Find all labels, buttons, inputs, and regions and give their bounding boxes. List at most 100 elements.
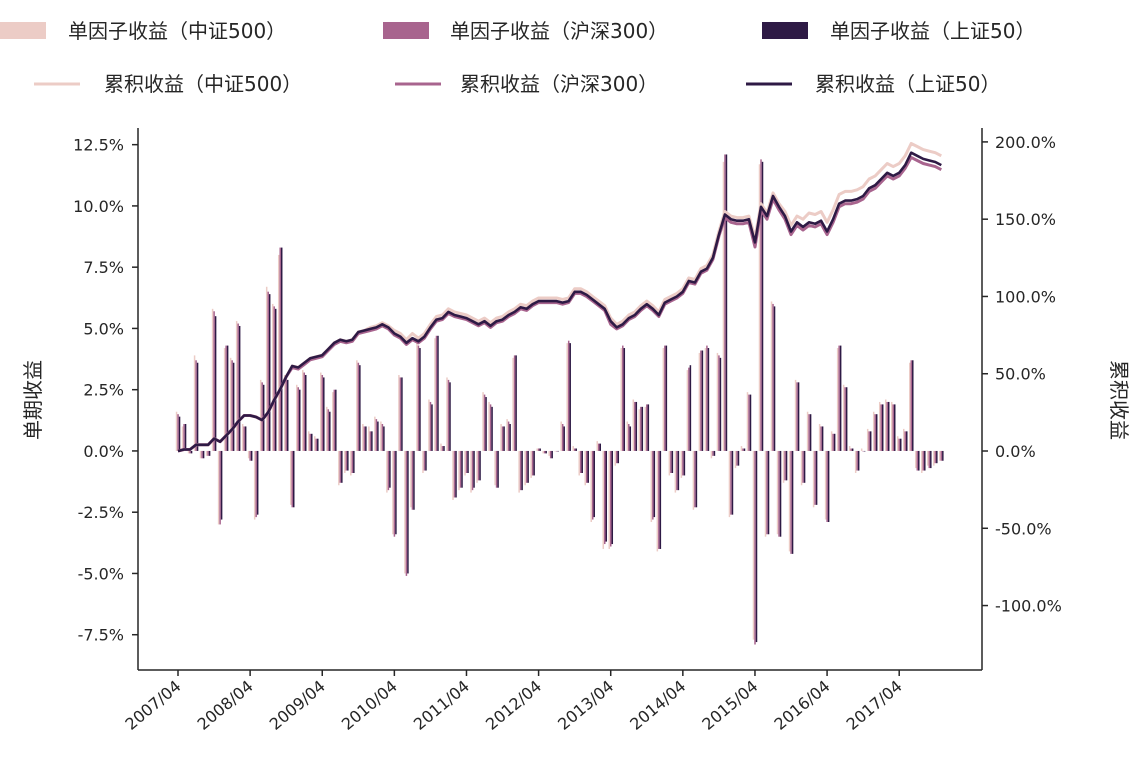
bar xyxy=(848,446,851,451)
bar xyxy=(183,423,185,451)
bar xyxy=(437,335,439,451)
right-axis-ticks: 200.0% 150.0% 100.0% 50.0% 0.0% -50.0% -100.0% xyxy=(982,133,1062,616)
bar xyxy=(232,362,235,451)
bar xyxy=(238,325,241,451)
bar xyxy=(329,411,331,451)
bar xyxy=(904,431,907,451)
bar xyxy=(279,247,281,451)
bar xyxy=(872,411,875,451)
bar xyxy=(365,426,367,451)
bar xyxy=(596,441,598,451)
legend-item[interactable]: 单因子收益（上证50） xyxy=(762,19,1035,43)
bar xyxy=(506,419,508,451)
tick-label: 0.0% xyxy=(995,442,1036,461)
bar xyxy=(922,450,925,471)
bar xyxy=(356,360,358,451)
bar xyxy=(387,450,390,491)
tick-label: 7.5% xyxy=(83,258,124,277)
bar xyxy=(422,450,424,473)
bar xyxy=(459,450,462,488)
bar xyxy=(429,401,432,451)
bar xyxy=(471,450,474,491)
legend-item[interactable]: 单因子收益（中证500） xyxy=(0,19,286,43)
bar xyxy=(650,450,653,523)
bar xyxy=(345,450,348,471)
bar xyxy=(688,367,690,451)
right-axis-label: 累积收益 xyxy=(1107,360,1131,440)
bar xyxy=(244,426,247,451)
bar xyxy=(698,352,701,451)
legend-item[interactable]: 累积收益（上证50） xyxy=(746,72,1000,96)
bar xyxy=(833,433,836,451)
bar xyxy=(712,450,714,456)
bar xyxy=(259,379,262,451)
bar xyxy=(315,438,318,451)
legend-label: 累积收益（中证500） xyxy=(104,72,302,96)
bar xyxy=(196,362,199,451)
tick-label: 12.5% xyxy=(73,136,124,155)
bar xyxy=(788,450,791,552)
bar xyxy=(380,421,382,451)
bar xyxy=(880,404,882,451)
bar xyxy=(405,450,408,576)
bar xyxy=(308,431,310,451)
bar xyxy=(659,450,662,549)
bar xyxy=(539,448,541,451)
bar xyxy=(202,450,205,459)
bar xyxy=(479,450,481,481)
bar xyxy=(286,379,289,451)
bar xyxy=(629,426,632,451)
bar xyxy=(507,421,510,451)
bar xyxy=(573,448,576,451)
bar xyxy=(296,384,298,451)
bar xyxy=(821,426,824,451)
bar xyxy=(838,345,840,451)
bar xyxy=(483,394,486,451)
bar xyxy=(916,450,919,471)
legend-item[interactable]: 累积收益（沪深300） xyxy=(395,72,658,96)
bar xyxy=(482,392,484,451)
bar xyxy=(593,450,595,518)
bar xyxy=(674,450,677,493)
bar xyxy=(377,421,379,451)
legend-item[interactable]: 单因子收益（沪深300） xyxy=(383,19,668,43)
bar xyxy=(604,450,606,545)
bar xyxy=(416,343,418,451)
bar xyxy=(866,428,869,451)
bar xyxy=(718,355,720,451)
bar xyxy=(581,450,583,473)
bar xyxy=(249,450,251,461)
bar xyxy=(321,374,324,451)
bar xyxy=(393,450,396,537)
bar xyxy=(814,450,816,505)
tick-label: 2014/04 xyxy=(626,677,689,734)
bar xyxy=(431,404,433,451)
bar xyxy=(844,387,846,451)
bar xyxy=(446,377,448,451)
bar xyxy=(184,423,187,451)
tick-label: 2009/04 xyxy=(266,677,329,734)
bar xyxy=(868,431,870,451)
bar xyxy=(716,352,719,451)
legend-item[interactable]: 累积收益（中证500） xyxy=(34,72,302,96)
bar xyxy=(754,450,756,645)
bar xyxy=(518,450,520,493)
bar xyxy=(641,406,644,451)
x-axis-ticks: 2007/04 2008/04 2009/04 2010/04 2011/04 2012/… xyxy=(121,670,906,734)
bar xyxy=(381,423,384,451)
bar xyxy=(235,321,238,451)
bar xyxy=(533,450,535,476)
bar xyxy=(890,401,893,451)
tick-label: 5.0% xyxy=(83,319,124,338)
bar xyxy=(428,399,430,451)
bar xyxy=(921,450,923,473)
bar xyxy=(863,450,866,452)
bar xyxy=(190,450,193,454)
bar xyxy=(939,450,941,461)
bar xyxy=(491,406,493,451)
bar xyxy=(207,450,209,456)
bar xyxy=(869,431,872,451)
bar xyxy=(489,404,492,451)
bar xyxy=(746,392,749,451)
bar xyxy=(790,450,792,554)
